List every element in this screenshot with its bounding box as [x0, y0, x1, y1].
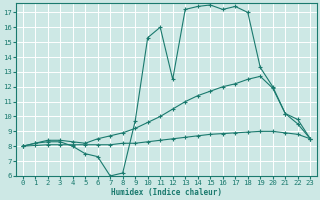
X-axis label: Humidex (Indice chaleur): Humidex (Indice chaleur): [111, 188, 222, 197]
